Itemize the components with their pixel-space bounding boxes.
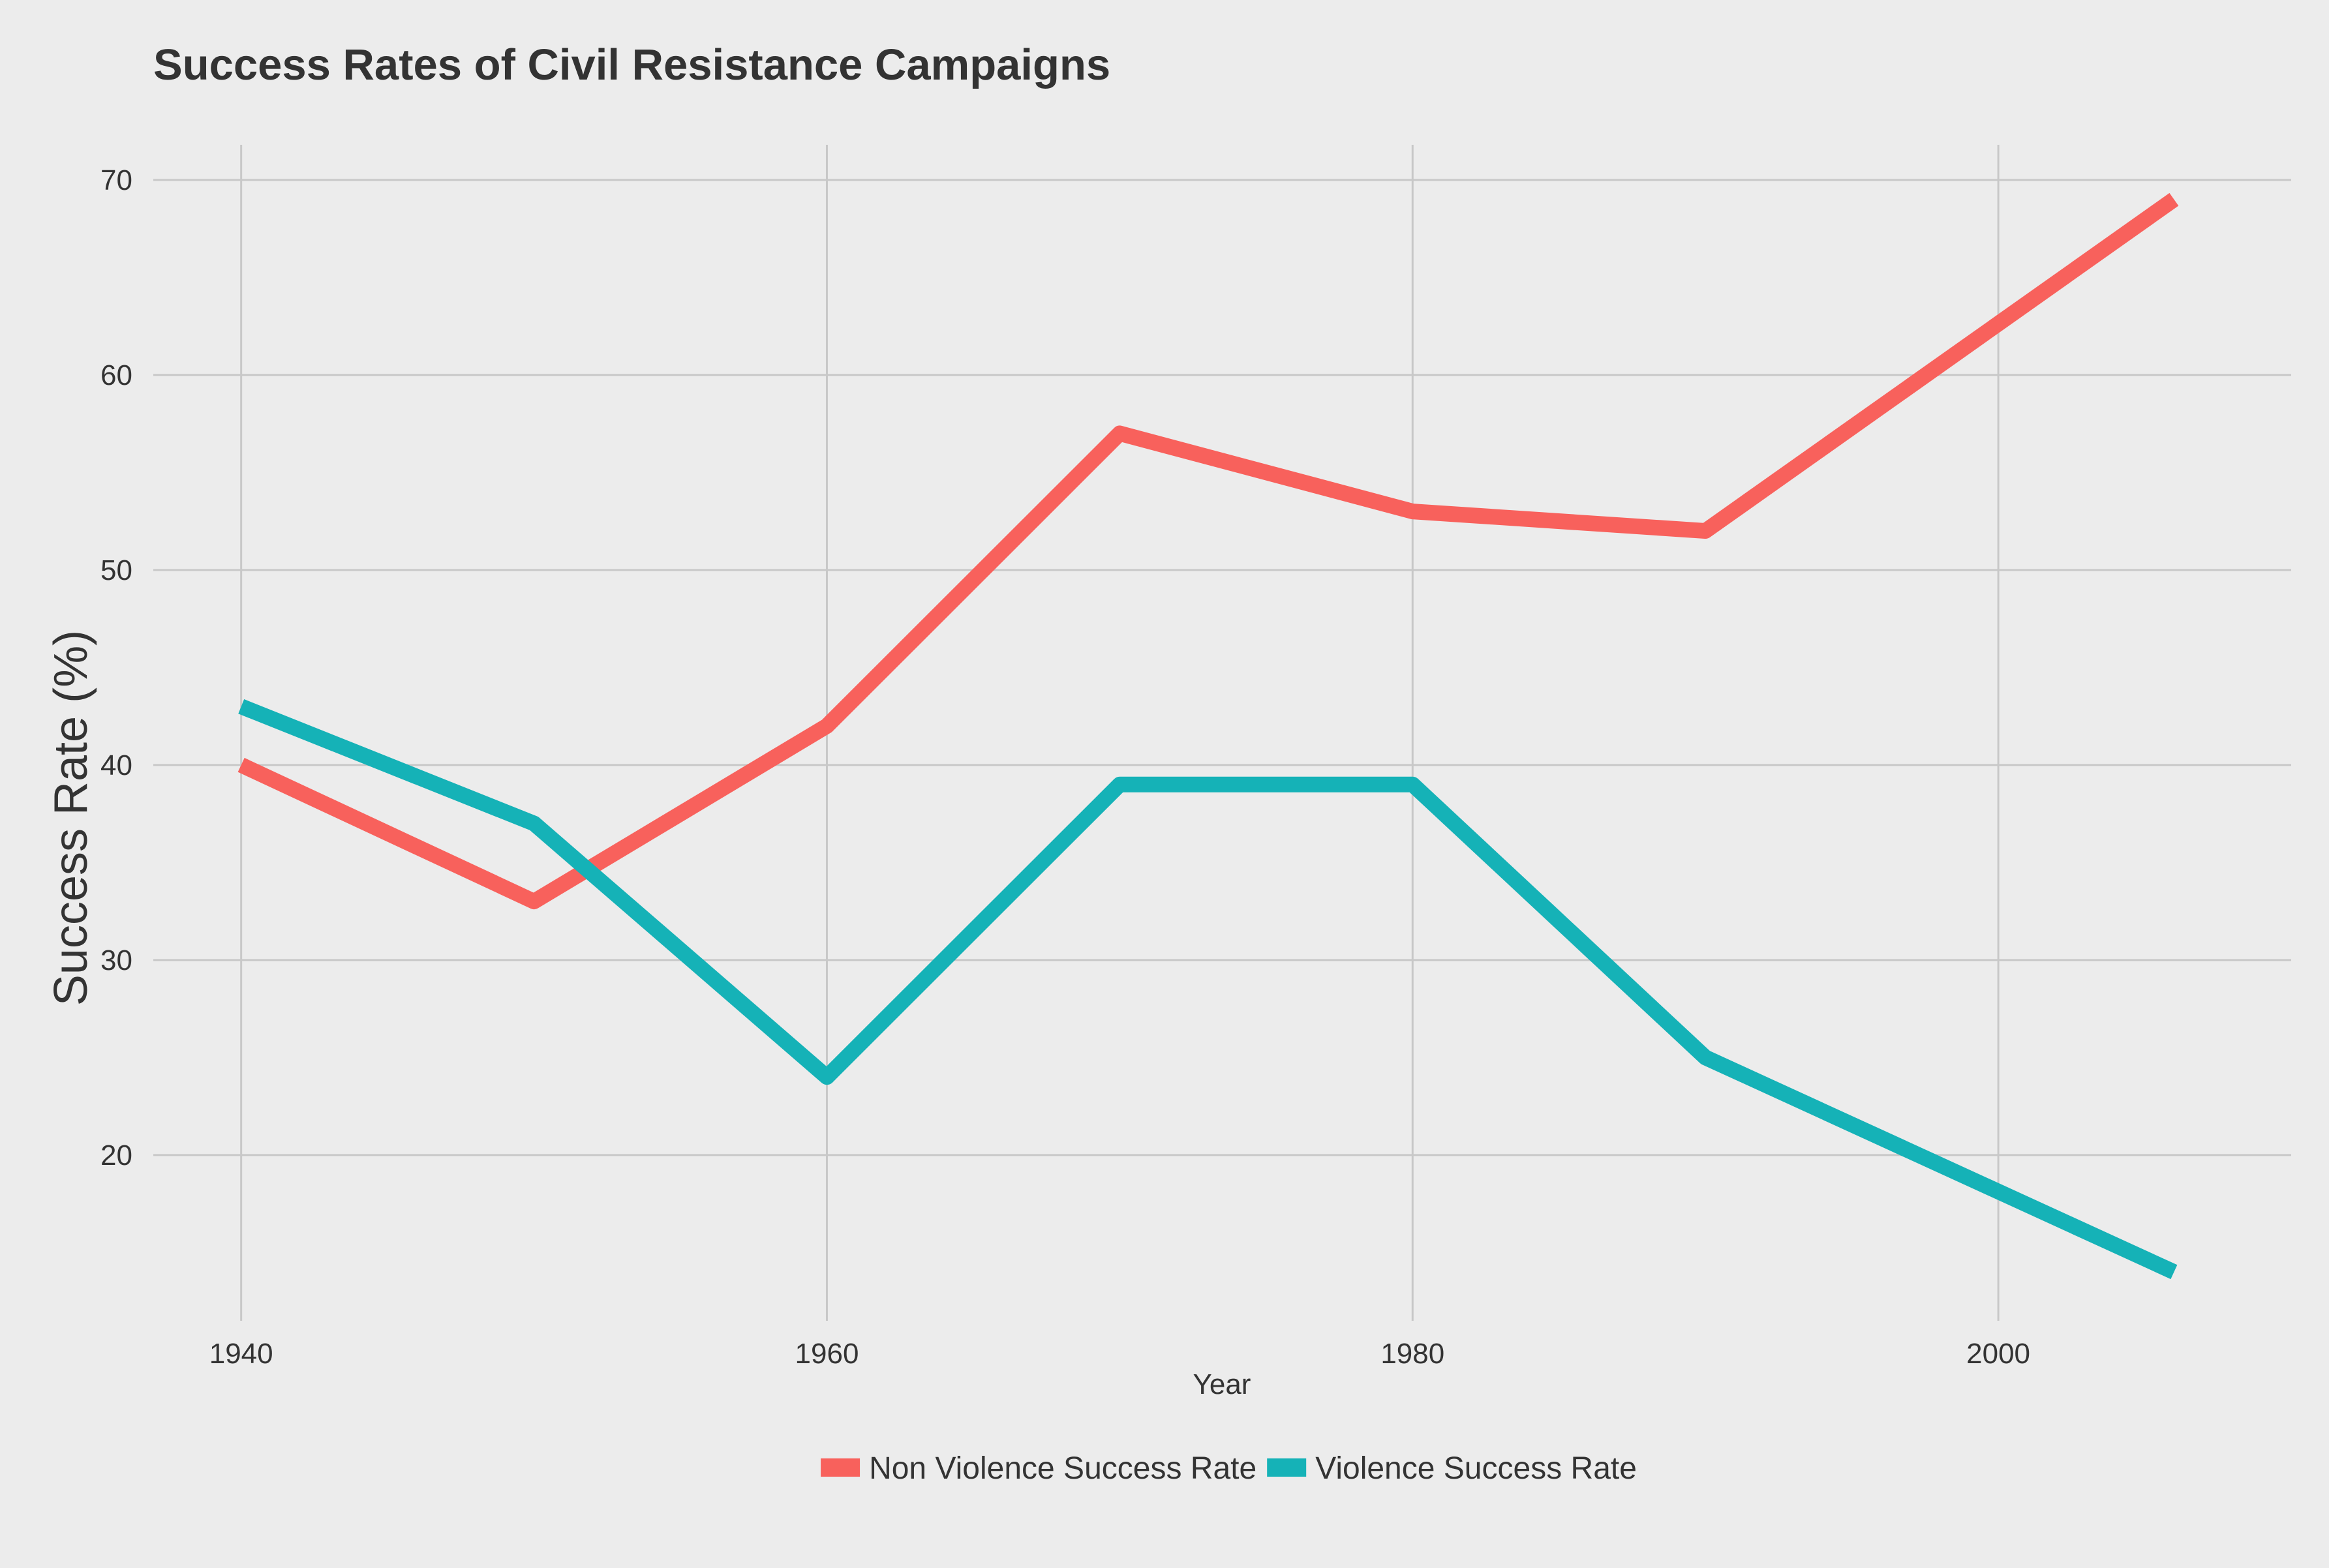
legend-label: Non Violence Success Rate	[869, 1451, 1256, 1486]
x-tick-label: 1960	[795, 1338, 859, 1370]
legend-key	[821, 1458, 860, 1477]
x-axis-ticks: 1940 1960 1980 2000	[209, 1338, 2030, 1370]
x-tick-label: 1980	[1380, 1338, 1444, 1370]
y-tick-label: 40	[100, 749, 132, 781]
legend-label: Violence Success Rate	[1315, 1451, 1637, 1486]
y-tick-label: 70	[100, 164, 132, 196]
y-axis-ticks: 20 30 40 50 60 70	[100, 164, 132, 1171]
y-tick-label: 50	[100, 554, 132, 586]
y-tick-label: 60	[100, 359, 132, 391]
series-line-violence-success-rate	[238, 699, 2178, 1280]
grid	[153, 145, 2291, 1321]
x-axis-title: Year	[1193, 1368, 1251, 1400]
series-line-non-violence-success-rate	[237, 192, 2179, 910]
legend-item: Violence Success Rate	[1267, 1451, 1637, 1486]
legend-item: Non Violence Success Rate	[821, 1451, 1256, 1486]
series-group	[237, 192, 2179, 1280]
x-tick-label: 1940	[209, 1338, 273, 1370]
legend-key	[1267, 1458, 1307, 1477]
y-tick-label: 30	[100, 944, 132, 976]
y-axis-title: Success Rate (%)	[45, 630, 97, 1006]
x-tick-label: 2000	[1966, 1338, 2030, 1370]
chart-title: Success Rates of Civil Resistance Campai…	[153, 40, 1110, 89]
legend: Non Violence Success Rate Violence Succes…	[821, 1451, 1637, 1486]
y-tick-label: 20	[100, 1139, 132, 1171]
